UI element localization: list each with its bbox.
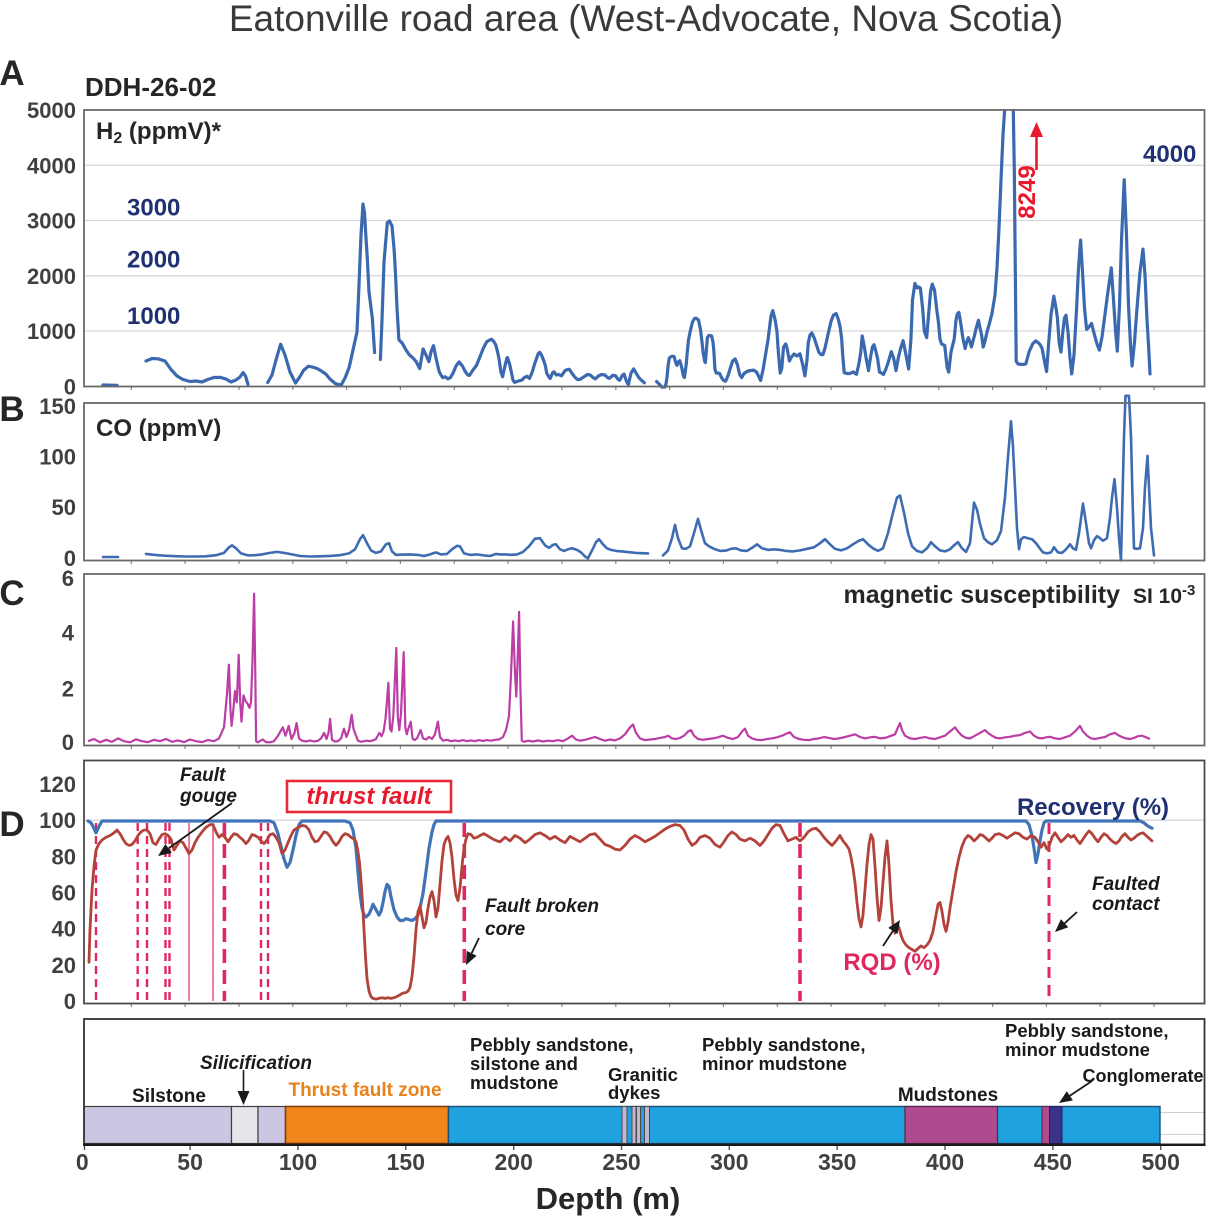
- svg-text:C: C: [0, 574, 25, 613]
- svg-text:Faulted: Faulted: [1092, 874, 1160, 895]
- svg-text:60: 60: [52, 881, 76, 906]
- svg-text:400: 400: [926, 1149, 964, 1175]
- svg-text:thrust fault: thrust fault: [306, 783, 432, 810]
- svg-text:3000: 3000: [27, 209, 76, 234]
- svg-text:200: 200: [495, 1149, 533, 1175]
- svg-text:0: 0: [64, 989, 76, 1014]
- svg-text:Fault: Fault: [180, 765, 226, 786]
- svg-text:1000: 1000: [27, 319, 76, 344]
- svg-text:350: 350: [818, 1149, 856, 1175]
- svg-text:Pebbly sandstone,: Pebbly sandstone,: [470, 1034, 633, 1055]
- svg-text:Granitic: Granitic: [608, 1064, 678, 1085]
- svg-text:contact: contact: [1092, 894, 1160, 915]
- svg-text:5000: 5000: [27, 98, 76, 123]
- svg-text:Eatonville road area (West-Adv: Eatonville road area (West-Advocate, Nov…: [229, 0, 1063, 39]
- svg-text:A: A: [0, 54, 25, 93]
- svg-text:450: 450: [1034, 1149, 1072, 1175]
- svg-text:50: 50: [52, 495, 76, 520]
- svg-text:core: core: [485, 919, 526, 940]
- svg-text:500: 500: [1142, 1149, 1180, 1175]
- svg-text:Conglomerate: Conglomerate: [1082, 1066, 1203, 1086]
- svg-text:2000: 2000: [27, 264, 76, 289]
- svg-text:20: 20: [52, 953, 76, 978]
- svg-text:8249: 8249: [1014, 165, 1041, 218]
- svg-text:gouge: gouge: [179, 786, 237, 807]
- svg-text:0: 0: [76, 1149, 89, 1175]
- svg-text:Depth (m): Depth (m): [536, 1181, 681, 1216]
- svg-text:4: 4: [62, 620, 75, 645]
- svg-text:120: 120: [39, 772, 76, 797]
- svg-text:RQD (%): RQD (%): [843, 949, 940, 976]
- svg-text:Fault broken: Fault broken: [485, 896, 599, 917]
- svg-text:4000: 4000: [27, 153, 76, 178]
- svg-text:250: 250: [602, 1149, 640, 1175]
- svg-text:Thrust fault zone: Thrust fault zone: [288, 1080, 441, 1101]
- svg-text:80: 80: [52, 844, 76, 869]
- svg-text:100: 100: [39, 808, 76, 833]
- svg-text:50: 50: [177, 1149, 203, 1175]
- svg-text:6: 6: [62, 566, 74, 591]
- svg-text:40: 40: [52, 917, 76, 942]
- svg-text:Pebbly sandstone,: Pebbly sandstone,: [1005, 1020, 1168, 1041]
- svg-text:150: 150: [39, 394, 76, 419]
- svg-text:B: B: [0, 390, 25, 429]
- svg-text:100: 100: [279, 1149, 317, 1175]
- svg-text:magnetic susceptibility: magnetic susceptibility: [844, 581, 1121, 609]
- svg-text:1000: 1000: [127, 303, 180, 330]
- svg-text:minor mudstone: minor mudstone: [1005, 1039, 1150, 1060]
- svg-text:silstone and: silstone and: [470, 1053, 578, 1074]
- svg-text:D: D: [0, 805, 25, 844]
- svg-text:4000: 4000: [1143, 141, 1196, 168]
- svg-text:300: 300: [710, 1149, 748, 1175]
- svg-text:0: 0: [64, 375, 76, 400]
- svg-text:3000: 3000: [127, 195, 180, 222]
- svg-text:DDH-26-02: DDH-26-02: [85, 72, 217, 102]
- svg-text:100: 100: [39, 445, 76, 470]
- svg-text:2000: 2000: [127, 247, 180, 274]
- svg-text:0: 0: [64, 546, 76, 571]
- svg-text:dykes: dykes: [608, 1082, 660, 1103]
- svg-text:mudstone: mudstone: [470, 1072, 558, 1093]
- svg-text:150: 150: [387, 1149, 425, 1175]
- svg-text:0: 0: [62, 730, 74, 755]
- svg-text:Silicification: Silicification: [200, 1053, 312, 1074]
- svg-text:CO (ppmV): CO (ppmV): [96, 415, 221, 442]
- svg-text:H2 (ppmV)*: H2 (ppmV)*: [96, 118, 222, 147]
- svg-text:minor mudstone: minor mudstone: [702, 1053, 847, 1074]
- svg-text:Mudstones: Mudstones: [898, 1085, 998, 1106]
- svg-text:2: 2: [62, 676, 74, 701]
- svg-text:Pebbly sandstone,: Pebbly sandstone,: [702, 1034, 865, 1055]
- svg-text:Silstone: Silstone: [132, 1086, 206, 1107]
- svg-text:Recovery (%): Recovery (%): [1017, 794, 1169, 821]
